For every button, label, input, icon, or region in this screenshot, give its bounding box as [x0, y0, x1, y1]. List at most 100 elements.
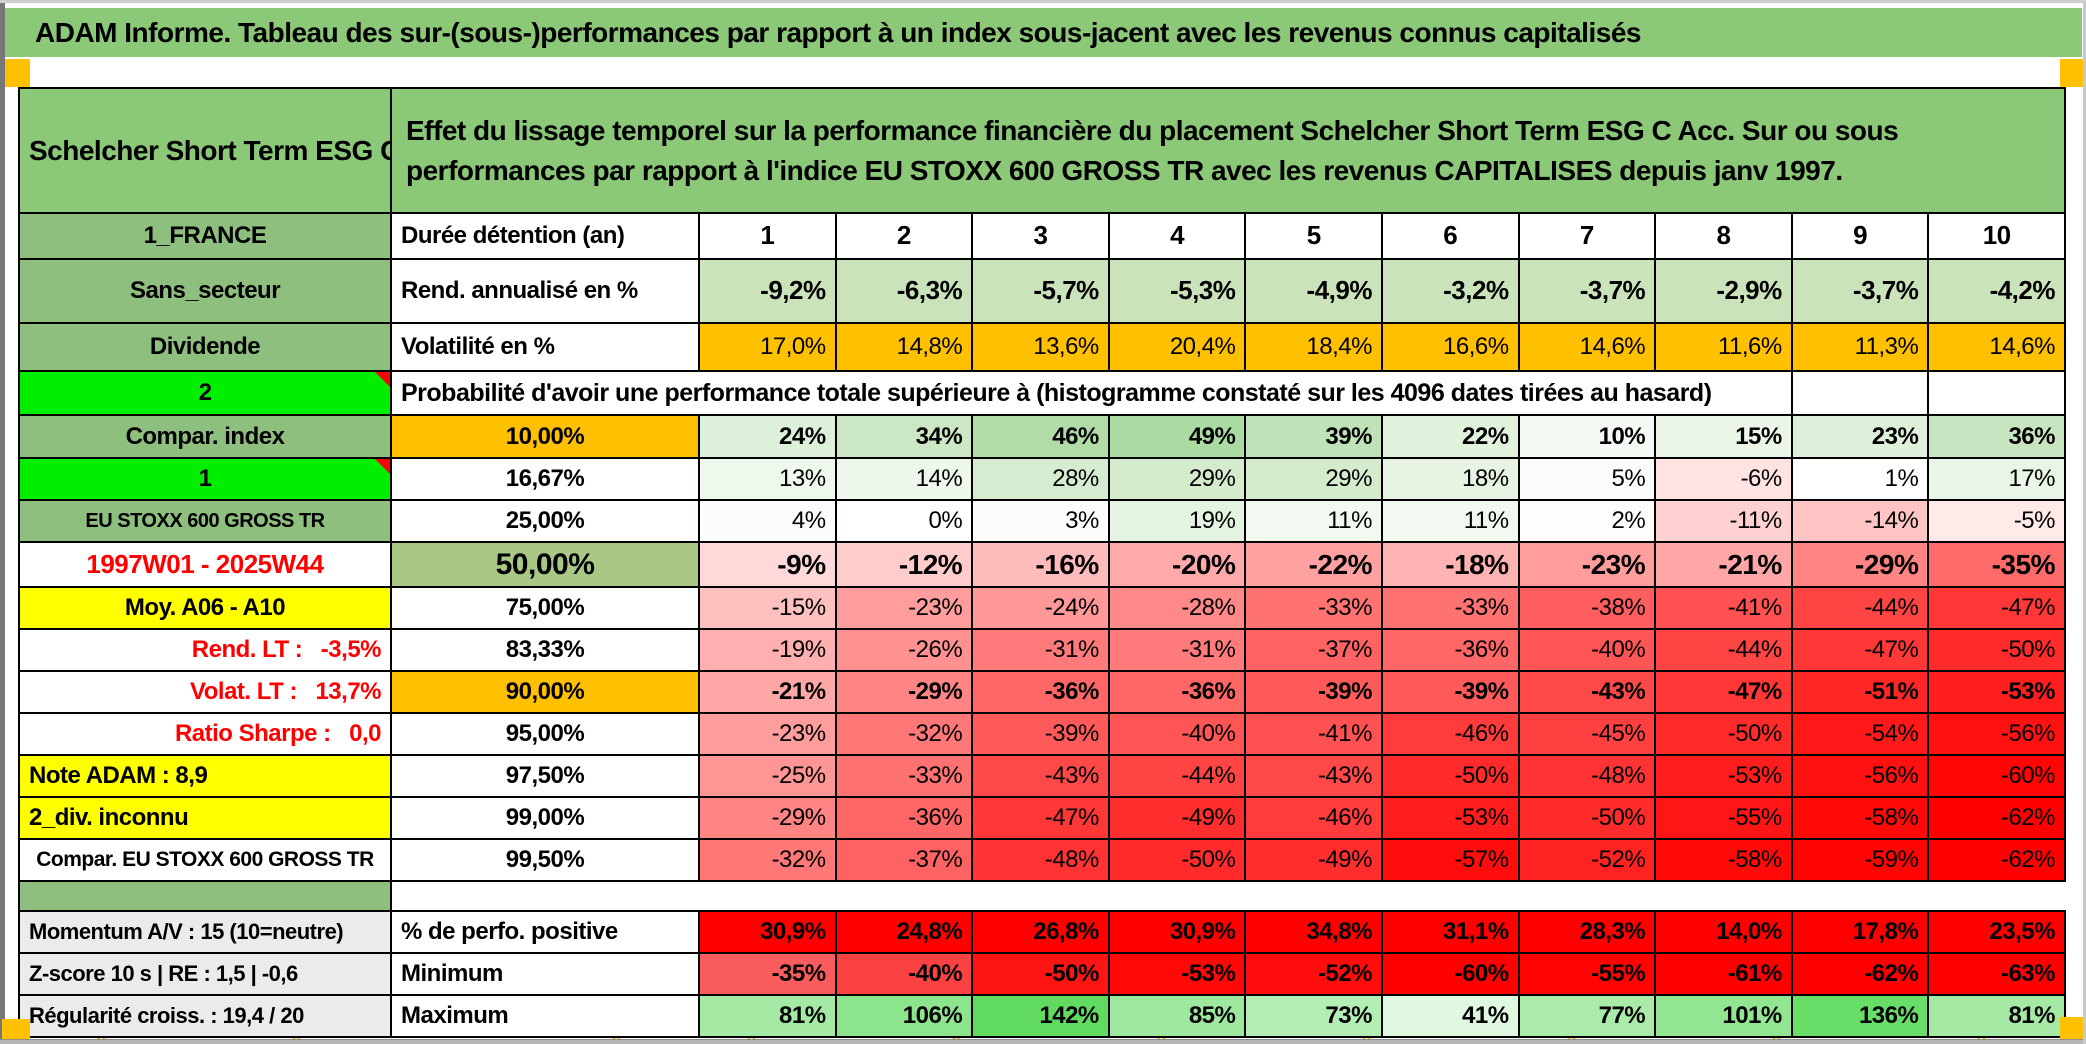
- data-cell[interactable]: -25%: [698, 754, 837, 798]
- data-cell[interactable]: -4,2%: [1927, 258, 2066, 324]
- data-cell[interactable]: -6,3%: [834, 258, 974, 324]
- data-cell[interactable]: -50%: [1927, 628, 2066, 672]
- data-cell[interactable]: 13,6%: [971, 322, 1110, 372]
- empty-cell[interactable]: [1927, 370, 2066, 416]
- data-cell[interactable]: -53%: [1107, 952, 1247, 996]
- data-cell[interactable]: -62%: [1927, 838, 2066, 882]
- data-cell[interactable]: -3,7%: [1517, 258, 1657, 324]
- data-cell[interactable]: -15%: [698, 586, 837, 630]
- row-metric[interactable]: 90,00%: [390, 670, 700, 714]
- data-cell[interactable]: -46%: [1380, 712, 1520, 756]
- data-cell[interactable]: 10: [1927, 212, 2066, 260]
- data-cell[interactable]: -11%: [1654, 499, 1793, 543]
- row-label[interactable]: Sans_secteur: [18, 258, 392, 324]
- data-cell[interactable]: -29%: [834, 670, 974, 714]
- row-label[interactable]: EU STOXX 600 GROSS TR: [18, 499, 392, 543]
- row-label[interactable]: Dividende: [18, 322, 392, 372]
- data-cell[interactable]: -49%: [1107, 796, 1247, 840]
- data-cell[interactable]: -50%: [1517, 796, 1657, 840]
- data-cell[interactable]: 11,3%: [1790, 322, 1930, 372]
- row-label[interactable]: Rend. LT : -3,5%: [18, 628, 392, 672]
- data-cell[interactable]: -58%: [1654, 838, 1793, 882]
- data-cell[interactable]: -47%: [1927, 586, 2066, 630]
- row-label[interactable]: 2_div. inconnu: [18, 796, 392, 840]
- data-cell[interactable]: 11%: [1380, 499, 1520, 543]
- data-cell[interactable]: -63%: [1927, 952, 2066, 996]
- data-cell[interactable]: 41%: [1380, 994, 1520, 1038]
- data-cell[interactable]: 2: [834, 212, 974, 260]
- data-cell[interactable]: 6: [1380, 212, 1520, 260]
- probability-banner[interactable]: Probabilité d'avoir une performance tota…: [390, 370, 1793, 416]
- data-cell[interactable]: 4%: [698, 499, 837, 543]
- data-cell[interactable]: 15%: [1654, 414, 1793, 459]
- data-cell[interactable]: -32%: [834, 712, 974, 756]
- data-cell[interactable]: -47%: [1790, 628, 1930, 672]
- row-metric[interactable]: Volatilité en %: [390, 322, 700, 372]
- empty-cell[interactable]: [1790, 370, 1930, 416]
- data-cell[interactable]: -62%: [1927, 796, 2066, 840]
- data-cell[interactable]: 22%: [1380, 414, 1520, 459]
- row-label[interactable]: Compar. index: [18, 414, 392, 459]
- data-cell[interactable]: -50%: [1380, 754, 1520, 798]
- data-cell[interactable]: 14,8%: [834, 322, 974, 372]
- data-cell[interactable]: -14%: [1790, 499, 1930, 543]
- data-cell[interactable]: -37%: [1244, 628, 1383, 672]
- data-cell[interactable]: -36%: [971, 670, 1110, 714]
- data-cell[interactable]: -6%: [1654, 457, 1793, 501]
- data-cell[interactable]: 142%: [971, 994, 1110, 1038]
- data-cell[interactable]: 16,6%: [1380, 322, 1520, 372]
- data-cell[interactable]: 28,3%: [1517, 910, 1657, 954]
- gap-cell[interactable]: [18, 880, 392, 912]
- data-cell[interactable]: -40%: [1517, 628, 1657, 672]
- data-cell[interactable]: -58%: [1790, 796, 1930, 840]
- row-metric[interactable]: 95,00%: [390, 712, 700, 756]
- data-cell[interactable]: -55%: [1517, 952, 1657, 996]
- data-cell[interactable]: 11,6%: [1654, 322, 1793, 372]
- data-cell[interactable]: 8: [1654, 212, 1793, 260]
- data-cell[interactable]: 34,8%: [1244, 910, 1383, 954]
- data-cell[interactable]: 4: [1107, 212, 1247, 260]
- data-cell[interactable]: 14%: [834, 457, 974, 501]
- row-label[interactable]: 2: [18, 370, 392, 416]
- data-cell[interactable]: -36%: [834, 796, 974, 840]
- data-cell[interactable]: 136%: [1790, 994, 1930, 1038]
- data-cell[interactable]: 0%: [834, 499, 974, 543]
- data-cell[interactable]: 10%: [1517, 414, 1657, 459]
- row-metric[interactable]: Minimum: [390, 952, 700, 996]
- fund-name-cell[interactable]: Schelcher Short Term ESG C Acc: [18, 87, 392, 214]
- data-cell[interactable]: -31%: [1107, 628, 1247, 672]
- data-cell[interactable]: 17,0%: [698, 322, 837, 372]
- data-cell[interactable]: -37%: [834, 838, 974, 882]
- data-cell[interactable]: -41%: [1654, 586, 1793, 630]
- data-cell[interactable]: -29%: [1790, 541, 1930, 588]
- data-cell[interactable]: 39%: [1244, 414, 1383, 459]
- data-cell[interactable]: -20%: [1107, 541, 1247, 588]
- data-cell[interactable]: 18%: [1380, 457, 1520, 501]
- data-cell[interactable]: -21%: [1654, 541, 1793, 588]
- data-cell[interactable]: 31,1%: [1380, 910, 1520, 954]
- data-cell[interactable]: -48%: [1517, 754, 1657, 798]
- row-label[interactable]: 1_FRANCE: [18, 212, 392, 260]
- data-cell[interactable]: -53%: [1654, 754, 1793, 798]
- data-cell[interactable]: 3: [971, 212, 1110, 260]
- data-cell[interactable]: -33%: [834, 754, 974, 798]
- data-cell[interactable]: 5%: [1517, 457, 1657, 501]
- data-cell[interactable]: -61%: [1654, 952, 1793, 996]
- data-cell[interactable]: 13%: [698, 457, 837, 501]
- data-cell[interactable]: -50%: [1107, 838, 1247, 882]
- data-cell[interactable]: -60%: [1380, 952, 1520, 996]
- data-cell[interactable]: -52%: [1244, 952, 1383, 996]
- data-cell[interactable]: 101%: [1654, 994, 1793, 1038]
- data-cell[interactable]: -18%: [1380, 541, 1520, 588]
- data-cell[interactable]: 20,4%: [1107, 322, 1247, 372]
- data-cell[interactable]: 18,4%: [1244, 322, 1383, 372]
- data-cell[interactable]: -40%: [1107, 712, 1247, 756]
- data-cell[interactable]: -55%: [1654, 796, 1793, 840]
- data-cell[interactable]: 81%: [698, 994, 837, 1038]
- row-label[interactable]: Momentum A/V : 15 (10=neutre): [18, 910, 392, 954]
- data-cell[interactable]: -62%: [1790, 952, 1930, 996]
- data-cell[interactable]: -43%: [1244, 754, 1383, 798]
- data-cell[interactable]: -43%: [1517, 670, 1657, 714]
- data-cell[interactable]: -36%: [1107, 670, 1247, 714]
- row-metric[interactable]: 97,50%: [390, 754, 700, 798]
